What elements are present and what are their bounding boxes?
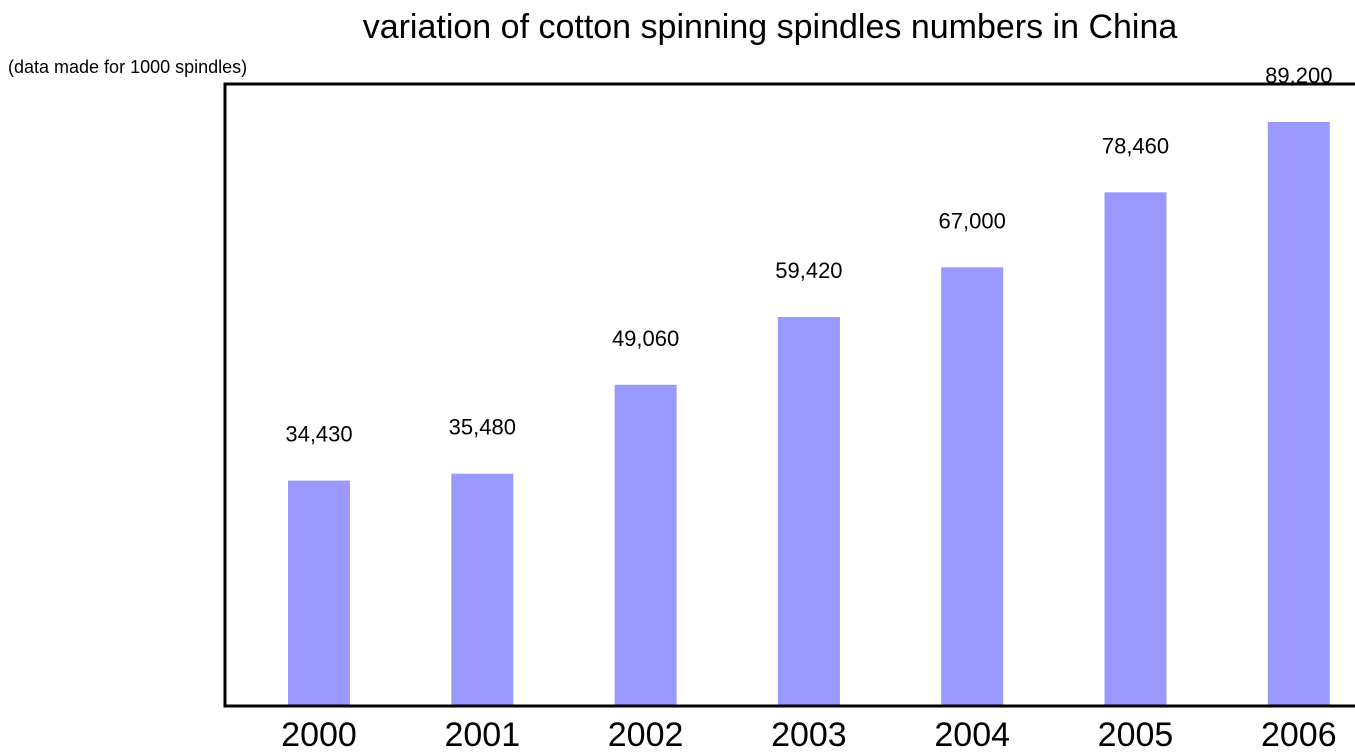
- x-tick-label-2003: 2003: [771, 716, 847, 753]
- x-tick-label-2000: 2000: [281, 716, 357, 753]
- bar-2000: [288, 480, 350, 705]
- value-label-2003: 59,420: [775, 258, 842, 283]
- value-labels-group: 34,430 35,480 49,060 59,420 67,000 78,460 89,2…: [285, 63, 1332, 447]
- bars-group: [288, 122, 1330, 705]
- x-tick-labels-group: 2000 2001 2002 2003 2004 2005 2006: [281, 716, 1336, 753]
- x-tick-label-2001: 2001: [444, 716, 520, 753]
- x-tick-label-2004: 2004: [934, 716, 1010, 753]
- plot-frame: [223, 82, 1355, 708]
- value-label-2000: 34,430: [285, 422, 352, 447]
- chart-subtitle: (data made for 1000 spindles): [8, 57, 247, 77]
- chart-title: variation of cotton spinning spindles nu…: [363, 8, 1178, 46]
- bar-2002: [614, 384, 677, 705]
- x-tick-label-2006: 2006: [1261, 716, 1337, 753]
- bar-2001: [451, 473, 514, 705]
- bar-2003: [777, 317, 840, 705]
- value-label-2005: 78,460: [1102, 133, 1169, 158]
- value-label-2004: 67,000: [939, 208, 1006, 233]
- value-label-2002: 49,060: [612, 326, 679, 351]
- x-tick-label-2002: 2002: [608, 716, 684, 753]
- x-tick-label-2005: 2005: [1098, 716, 1174, 753]
- value-label-2001: 35,480: [449, 415, 516, 440]
- bar-2006: [1267, 122, 1330, 705]
- bar-2005: [1104, 192, 1167, 705]
- bar-2004: [941, 267, 1004, 705]
- value-label-2006: 89,200: [1265, 63, 1332, 88]
